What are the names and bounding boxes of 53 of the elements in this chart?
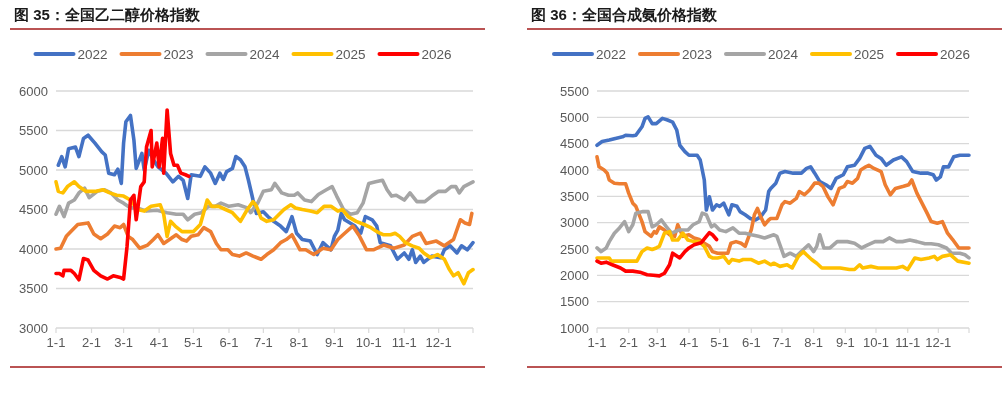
x-tick-label: 10-1	[862, 335, 890, 350]
x-tick-label: 3-1	[647, 335, 667, 350]
x-tick-label: 3-1	[114, 335, 133, 350]
x-tick-label: 10-1	[355, 335, 382, 350]
x-tick-label: 12-1	[925, 335, 952, 350]
x-tick-label: 6-1	[219, 335, 239, 350]
x-tick-label: 9-1	[835, 335, 855, 350]
y-tick-label: 3000	[560, 215, 589, 231]
legend-label: 2025	[335, 47, 366, 62]
x-tick-label: 11-1	[391, 335, 417, 350]
y-tick-label: 3500	[560, 188, 589, 204]
x-tick-label: 1-1	[46, 335, 66, 350]
y-tick-label: 4000	[560, 162, 589, 178]
legend-label: 2022	[596, 47, 627, 62]
legend-label: 2022	[77, 47, 108, 62]
x-tick-label: 7-1	[253, 335, 273, 350]
x-tick-label: 2-1	[619, 335, 639, 350]
y-tick-label: 1500	[560, 294, 589, 310]
x-tick-label: 8-1	[804, 335, 824, 350]
y-tick-label: 5000	[560, 109, 589, 125]
chart-title: 图 36：全国合成氨价格指数	[531, 6, 718, 23]
legend-label: 2026	[940, 47, 971, 62]
x-tick-label: 6-1	[741, 335, 761, 350]
legend-label: 2024	[768, 47, 799, 62]
x-tick-label: 4-1	[679, 335, 699, 350]
x-tick-label: 7-1	[772, 335, 792, 350]
y-tick-label: 5000	[19, 162, 48, 178]
x-tick-label: 4-1	[149, 335, 169, 350]
x-tick-label: 2-1	[82, 335, 101, 350]
y-tick-label: 5500	[19, 123, 48, 138]
y-tick-label: 6000	[19, 83, 48, 99]
legend-label: 2025	[854, 47, 885, 62]
y-tick-label: 3500	[19, 281, 48, 296]
y-tick-label: 2500	[560, 241, 589, 257]
chart-title: 图 35：全国乙二醇价格指数	[14, 6, 201, 23]
y-tick-label: 2000	[560, 267, 589, 283]
x-tick-label: 12-1	[425, 335, 452, 350]
x-tick-label: 11-1	[895, 335, 921, 350]
y-tick-label: 3000	[19, 320, 48, 336]
x-tick-label: 5-1	[184, 335, 203, 350]
y-tick-label: 4500	[19, 202, 48, 217]
y-tick-label: 4000	[19, 241, 48, 257]
x-tick-label: 8-1	[289, 335, 309, 350]
legend-label: 2024	[249, 47, 281, 62]
legend-label: 2023	[163, 47, 194, 62]
legend-label: 2026	[421, 47, 452, 62]
y-tick-label: 5500	[560, 83, 589, 99]
x-tick-label: 1-1	[587, 335, 607, 350]
y-tick-label: 4500	[560, 136, 589, 152]
legend-label: 2023	[682, 47, 713, 62]
x-tick-label: 9-1	[324, 335, 344, 350]
y-tick-label: 1000	[560, 320, 589, 336]
x-tick-label: 5-1	[710, 335, 730, 350]
